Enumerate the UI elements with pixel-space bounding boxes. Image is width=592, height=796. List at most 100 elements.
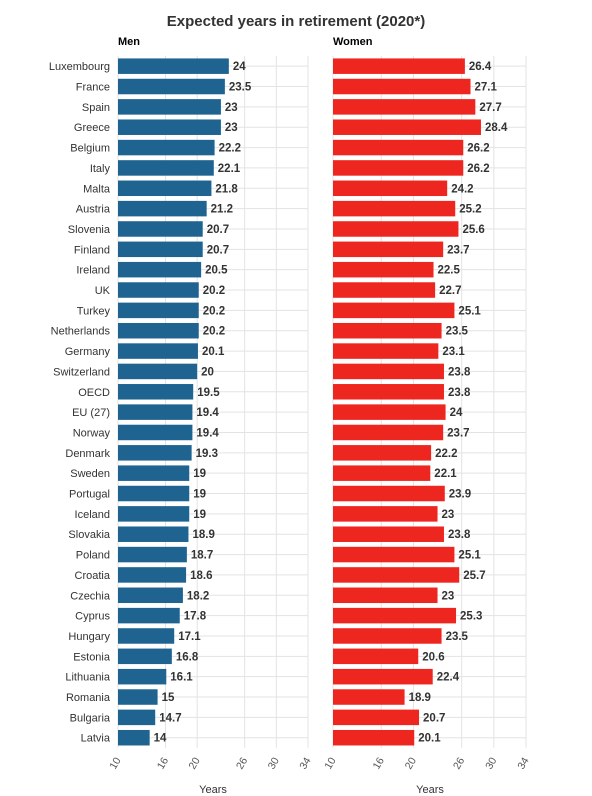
value-label: 20.2 [203,326,225,338]
bar-women-bulgaria [333,709,420,726]
value-label: 25.3 [460,611,482,623]
category-label-eu-27: EU (27) [72,407,110,419]
value-label: 23.8 [448,366,471,378]
bar-women-greece [333,119,481,135]
value-label: 23.5 [446,326,469,338]
x-tick-label: 16 [371,755,387,771]
value-label: 25.2 [459,204,481,216]
value-label: 23.8 [448,387,471,399]
x-tick-label: 30 [483,755,499,771]
value-label: 19.3 [196,448,218,460]
value-label: 20.7 [207,244,229,256]
category-label-lithuania: Lithuania [65,672,111,684]
value-label: 23 [442,590,455,602]
value-label: 22.1 [434,468,457,480]
category-label-netherlands: Netherlands [51,326,111,338]
value-label: 25.6 [462,224,484,236]
category-label-france: France [76,82,110,94]
category-label-estonia: Estonia [73,651,111,663]
value-label: 24 [233,61,246,73]
value-label: 16.1 [170,672,193,684]
bar-women-denmark [333,445,432,461]
bar-men-austria [118,200,207,217]
bar-women-belgium [333,139,464,156]
bar-men-cyprus [118,607,180,624]
bar-women-netherlands [333,322,442,339]
bar-women-uk [333,282,436,298]
bar-women-italy [333,160,464,176]
bar-women-luxembourg [333,58,465,74]
bar-women-ireland [333,261,434,278]
bar-men-latvia [118,729,150,746]
category-label-austria: Austria [76,204,111,216]
category-label-sweden: Sweden [70,468,110,480]
category-label-czechia: Czechia [70,590,111,602]
value-label: 23.5 [446,631,469,643]
value-label: 23.1 [442,346,465,358]
category-label-bulgaria: Bulgaria [70,712,111,724]
category-label-luxembourg: Luxembourg [49,61,110,73]
value-label: 19 [193,489,206,501]
category-label-portugal: Portugal [69,489,110,501]
category-label-malta: Malta [83,183,111,195]
bar-women-finland [333,241,444,258]
category-label-croatia: Croatia [75,570,111,582]
value-label: 20 [201,366,214,378]
category-label-greece: Greece [74,122,110,134]
x-axis-label-women: Years [416,784,444,796]
value-label: 23.9 [449,489,471,501]
category-label-ireland: Ireland [76,265,110,277]
value-label: 27.7 [479,102,501,114]
value-label: 14.7 [159,712,181,724]
bar-men-lithuania [118,668,167,685]
x-tick-label: 34 [297,755,313,771]
value-label: 20.6 [422,651,444,663]
x-tick-label: 26 [234,755,250,771]
bar-men-bulgaria [118,709,156,726]
value-label: 26.2 [467,163,489,175]
bar-men-romania [118,689,158,705]
category-label-latvia: Latvia [81,733,111,745]
value-label: 22.5 [438,265,461,277]
value-label: 20.2 [203,285,225,297]
value-label: 20.1 [418,733,441,745]
bar-women-malta [333,180,448,197]
category-label-cyprus: Cyprus [75,611,110,623]
value-label: 23.7 [447,244,469,256]
value-label: 23 [225,122,238,134]
category-label-turkey: Turkey [77,305,111,317]
bar-women-poland [333,546,455,563]
x-tick-label: 30 [266,755,282,771]
value-label: 17.1 [178,631,201,643]
bar-women-cyprus [333,607,457,624]
category-labels: Luxembourg France Spain Greece Belgium Italy M… [49,61,111,745]
value-label: 19.5 [197,387,220,399]
category-label-slovenia: Slovenia [68,224,111,236]
bar-men-finland [118,241,203,258]
bar-men-denmark [118,445,192,461]
value-label: 18.6 [190,570,212,582]
value-label: 22.7 [439,285,461,297]
bar-women-switzerland [333,363,444,380]
bar-men-uk [118,282,199,298]
category-label-germany: Germany [65,346,111,358]
bar-men-norway [118,424,193,441]
value-label: 25.1 [458,550,481,562]
value-label: 22.2 [435,448,457,460]
panel-women: 10 16 20 26 30 34 26.4 27.1 27.7 28.4 26.2 26.2 24.2… [322,56,532,772]
bar-men-slovenia [118,221,203,237]
x-tick-label: 10 [107,755,123,771]
bar-men-greece [118,119,221,135]
category-label-belgium: Belgium [70,143,110,155]
value-label: 21.8 [215,183,238,195]
value-label: 27.1 [475,82,498,94]
value-label: 20.5 [205,265,228,277]
bar-men-iceland [118,506,190,522]
value-label: 20.2 [203,305,225,317]
bar-women-latvia [333,729,415,746]
bar-men-turkey [118,302,199,319]
value-label: 17.8 [184,611,207,623]
bar-women-austria [333,200,456,217]
bar-women-germany [333,343,439,359]
bar-women-slovakia [333,526,444,542]
